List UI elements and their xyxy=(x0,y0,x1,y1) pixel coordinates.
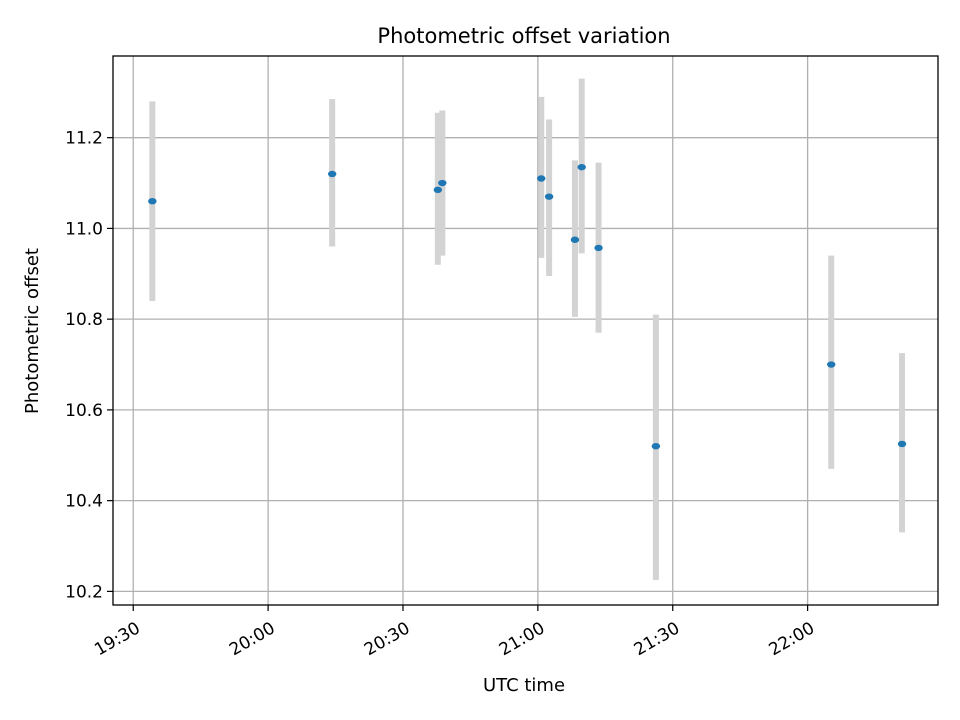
y-axis-label: Photometric offset xyxy=(22,248,43,414)
data-point xyxy=(148,197,157,205)
y-tick-label: 10.4 xyxy=(65,492,103,512)
data-point xyxy=(897,440,907,448)
chart-title: Photometric offset variation xyxy=(377,24,670,48)
y-tick-label: 10.8 xyxy=(65,310,103,330)
x-axis-label: UTC time xyxy=(483,675,565,696)
y-tick-label: 10.2 xyxy=(65,582,103,602)
data-point xyxy=(544,193,554,200)
plot-frame xyxy=(112,55,939,606)
data-point xyxy=(327,170,337,178)
point-layer xyxy=(148,163,907,450)
data-point xyxy=(570,236,580,243)
data-point xyxy=(537,175,546,182)
grid-layer xyxy=(113,56,938,605)
data-point xyxy=(594,244,603,252)
data-point xyxy=(433,186,443,194)
data-point xyxy=(577,163,586,171)
y-tick-label: 11.2 xyxy=(65,129,103,149)
y-tick-label: 11.0 xyxy=(65,219,103,239)
data-point xyxy=(651,442,661,450)
data-point xyxy=(827,361,836,368)
data-point xyxy=(438,179,447,187)
y-tick-label: 10.6 xyxy=(65,401,103,421)
